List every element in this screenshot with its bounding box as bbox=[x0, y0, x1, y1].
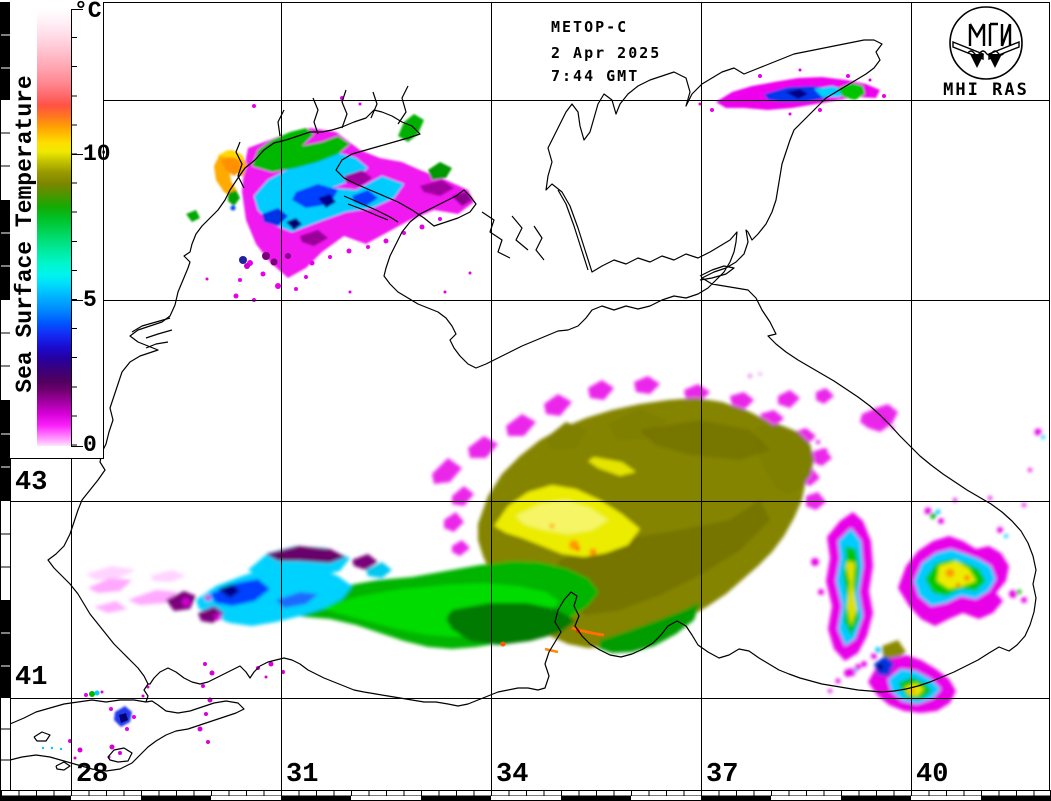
colorbar-label-0: 0 bbox=[83, 432, 97, 458]
colorbar-minor-ticks bbox=[71, 9, 77, 446]
colorbar-panel: 10 5 0 °C Sea Surface Temperature bbox=[10, 0, 111, 459]
sst-nw-speckles bbox=[205, 96, 472, 302]
institute-name: MHI RAS bbox=[943, 80, 1029, 100]
satellite-name: METOP-C bbox=[551, 18, 629, 36]
lat-label-43: 43 bbox=[15, 468, 48, 498]
colorbar-tick-5 bbox=[71, 300, 83, 301]
sst-data-layer bbox=[41, 68, 1045, 760]
lon-label-28: 28 bbox=[76, 760, 109, 790]
colorbar-gradient bbox=[37, 9, 71, 446]
lon-label-31: 31 bbox=[286, 760, 319, 790]
coastline bbox=[9, 39, 1037, 772]
acquisition-time: 7:44 GMT bbox=[551, 67, 640, 85]
sst-central-basin bbox=[86, 372, 1045, 713]
colorbar-tick-0 bbox=[71, 446, 83, 447]
bottom-ruler bbox=[0, 790, 1051, 801]
colorbar-tick-10 bbox=[71, 154, 83, 155]
sst-marmara bbox=[41, 661, 285, 760]
colorbar-label-10: 10 bbox=[83, 141, 111, 167]
lat-label-41: 41 bbox=[15, 663, 48, 693]
colorbar-title: Sea Surface Temperature bbox=[12, 75, 38, 393]
mhi-emblem-icon bbox=[949, 6, 1023, 80]
acquisition-date: 2 Apr 2025 bbox=[551, 44, 662, 62]
sst-azov-speckles bbox=[698, 68, 886, 116]
left-ruler bbox=[0, 2, 11, 791]
colorbar-label-5: 5 bbox=[83, 287, 97, 313]
colorbar-unit: °C bbox=[74, 0, 102, 24]
sst-nw-shelf bbox=[186, 114, 474, 278]
institute-logo: MHI RAS bbox=[938, 4, 1034, 100]
lon-label-40: 40 bbox=[916, 760, 949, 790]
lon-label-37: 37 bbox=[706, 760, 739, 790]
colorbar-tick-15 bbox=[71, 9, 83, 10]
sst-coastal-warm bbox=[500, 626, 605, 654]
lon-label-34: 34 bbox=[496, 760, 529, 790]
